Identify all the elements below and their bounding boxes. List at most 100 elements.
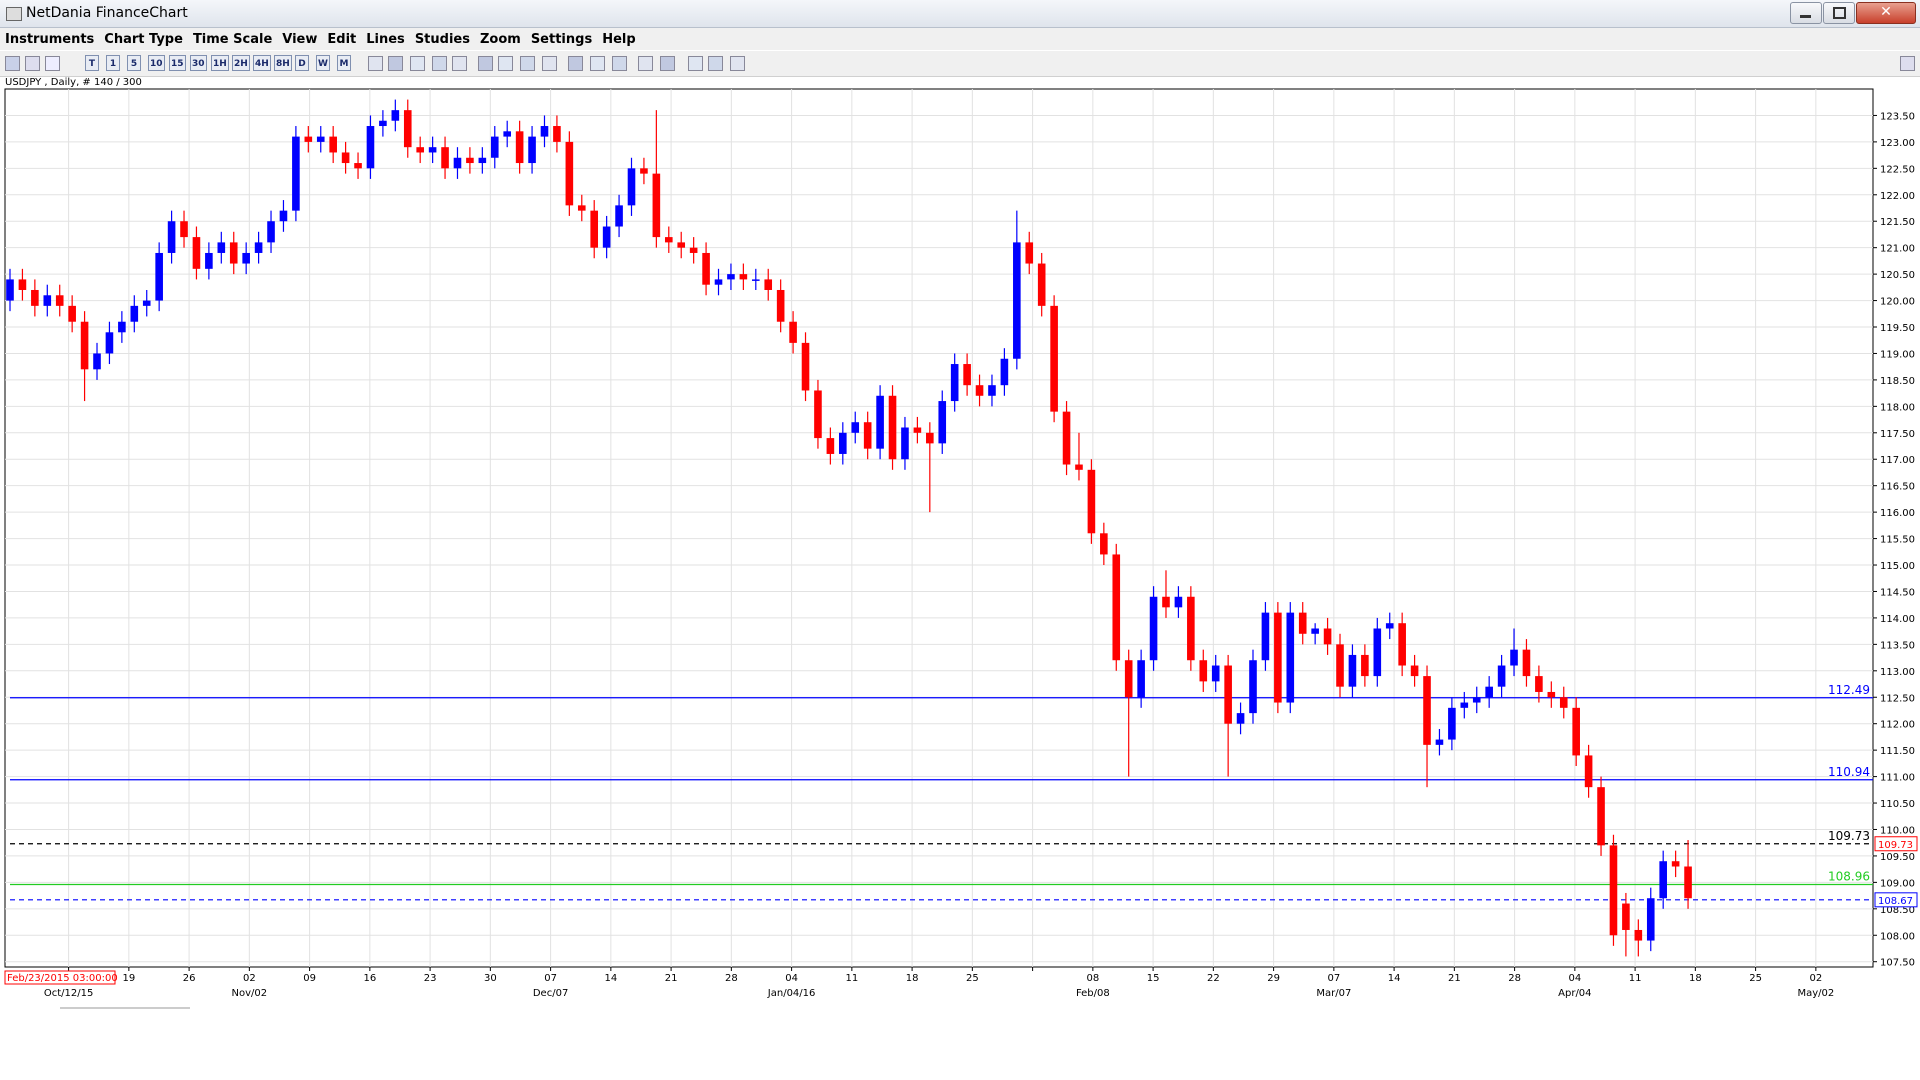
tool-button[interactable] <box>410 56 425 71</box>
window-title: NetDania FinanceChart <box>26 5 188 21</box>
candle-body <box>975 385 984 396</box>
candle-body <box>1174 596 1183 608</box>
x-tick-label: 02 <box>1809 973 1822 984</box>
x-tick-label: 09 <box>303 973 316 984</box>
timescale-button[interactable]: 15 <box>169 55 186 71</box>
minimize-button[interactable] <box>1790 2 1822 24</box>
candle-body <box>192 237 201 269</box>
x-date-label: May/02 <box>1797 988 1834 999</box>
candle-body <box>950 364 959 402</box>
x-tick-label: 15 <box>1147 973 1160 984</box>
tool-button[interactable] <box>368 56 383 71</box>
menu-item[interactable]: Instruments <box>5 32 95 47</box>
tool-button[interactable] <box>498 56 513 71</box>
chart-type-button[interactable] <box>25 56 40 71</box>
candle-body <box>938 401 947 444</box>
x-tick-label: 19 <box>122 973 135 984</box>
candle-body <box>453 157 462 169</box>
candle-body <box>329 136 337 153</box>
candle-body <box>1361 654 1369 677</box>
tool-button[interactable] <box>660 56 675 71</box>
panel-button[interactable] <box>1900 56 1915 71</box>
x-date-label: Mar/07 <box>1316 988 1351 999</box>
menu-item[interactable]: View <box>282 32 318 47</box>
y-tick-label: 121.00 <box>1880 244 1915 255</box>
candle-body <box>1298 612 1307 634</box>
symbol-info: USDJPY , Daily, # 140 / 300 <box>5 77 142 88</box>
candle-body <box>1025 242 1034 264</box>
timescale-button[interactable]: W <box>316 55 330 71</box>
tool-button[interactable] <box>730 56 745 71</box>
menu-item[interactable]: Edit <box>327 32 357 47</box>
menu-item[interactable]: Chart Type <box>104 32 183 47</box>
y-tick-label: 122.50 <box>1880 164 1915 175</box>
timescale-button[interactable]: T <box>85 55 99 71</box>
timescale-button[interactable]: 2H <box>232 55 250 71</box>
candle-body <box>1398 623 1406 666</box>
candle-body <box>1000 358 1009 386</box>
tool-button[interactable] <box>452 56 467 71</box>
candle-body <box>553 126 561 142</box>
tool-button[interactable] <box>432 56 447 71</box>
timescale-button[interactable]: M <box>337 55 351 71</box>
maximize-button[interactable] <box>1823 2 1855 24</box>
chart-type-button[interactable] <box>5 56 20 71</box>
chart-type-button[interactable] <box>45 56 60 71</box>
menu-item[interactable]: Time Scale <box>192 32 273 47</box>
timescale-button[interactable]: 8H <box>274 55 292 71</box>
timescale-button[interactable]: 5 <box>127 55 141 71</box>
menu-item[interactable]: Studies <box>414 32 470 47</box>
tool-button[interactable] <box>590 56 605 71</box>
y-tick-label: 116.00 <box>1880 508 1915 519</box>
menu-item[interactable]: Zoom <box>479 32 521 47</box>
candle-body <box>1572 707 1580 756</box>
x-tick-label: 18 <box>906 973 919 984</box>
timescale-button[interactable]: 10 <box>148 55 165 71</box>
tool-button[interactable] <box>638 56 653 71</box>
candle-body <box>68 305 76 322</box>
x-tick-label: 28 <box>1508 973 1521 984</box>
tool-button[interactable] <box>520 56 535 71</box>
timescale-button[interactable]: 1H <box>211 55 229 71</box>
candle-body <box>752 279 760 281</box>
timescale-button[interactable]: 4H <box>253 55 271 71</box>
x-date-label: Nov/02 <box>232 988 268 999</box>
menu-item[interactable]: Settings <box>530 32 593 47</box>
candle-body <box>1435 739 1444 745</box>
tool-button[interactable] <box>708 56 723 71</box>
menu-item[interactable]: Help <box>602 32 636 47</box>
candle-body <box>1286 612 1295 703</box>
level-label: 112.49 <box>1828 683 1870 697</box>
x-tick-label: 14 <box>1388 973 1401 984</box>
close-button[interactable]: ✕ <box>1856 2 1916 24</box>
timescale-button[interactable]: D <box>295 55 309 71</box>
candle-body <box>1684 866 1692 899</box>
candle-body <box>913 427 922 433</box>
candle-body <box>205 252 213 269</box>
tool-button[interactable] <box>612 56 627 71</box>
candle-body <box>652 173 661 238</box>
candle-body <box>776 289 785 322</box>
candle-body <box>316 136 325 142</box>
tool-button[interactable] <box>478 56 493 71</box>
candle-body <box>80 321 89 370</box>
candle-body <box>105 332 114 354</box>
tool-button[interactable] <box>688 56 703 71</box>
tool-button[interactable] <box>542 56 557 71</box>
tool-button[interactable] <box>568 56 583 71</box>
candle-body <box>1311 628 1319 634</box>
cursor-label: Feb/23/2015 03:00:00 <box>7 973 118 984</box>
candle-body <box>341 152 350 164</box>
candle-body <box>1584 755 1593 788</box>
level-label: 110.94 <box>1828 765 1870 779</box>
candle-body <box>155 252 163 301</box>
x-tick-label: 11 <box>1629 973 1642 984</box>
timescale-button[interactable]: 1 <box>106 55 120 71</box>
tool-button[interactable] <box>388 56 403 71</box>
candle-body <box>18 279 27 290</box>
toolbar: T 1 5 10 15 30 1H 2H 4H 8H D W M <box>0 51 1920 77</box>
y-tick-label: 119.50 <box>1880 323 1915 334</box>
menu-item[interactable]: Lines <box>366 32 405 47</box>
timescale-button[interactable]: 30 <box>190 55 207 71</box>
